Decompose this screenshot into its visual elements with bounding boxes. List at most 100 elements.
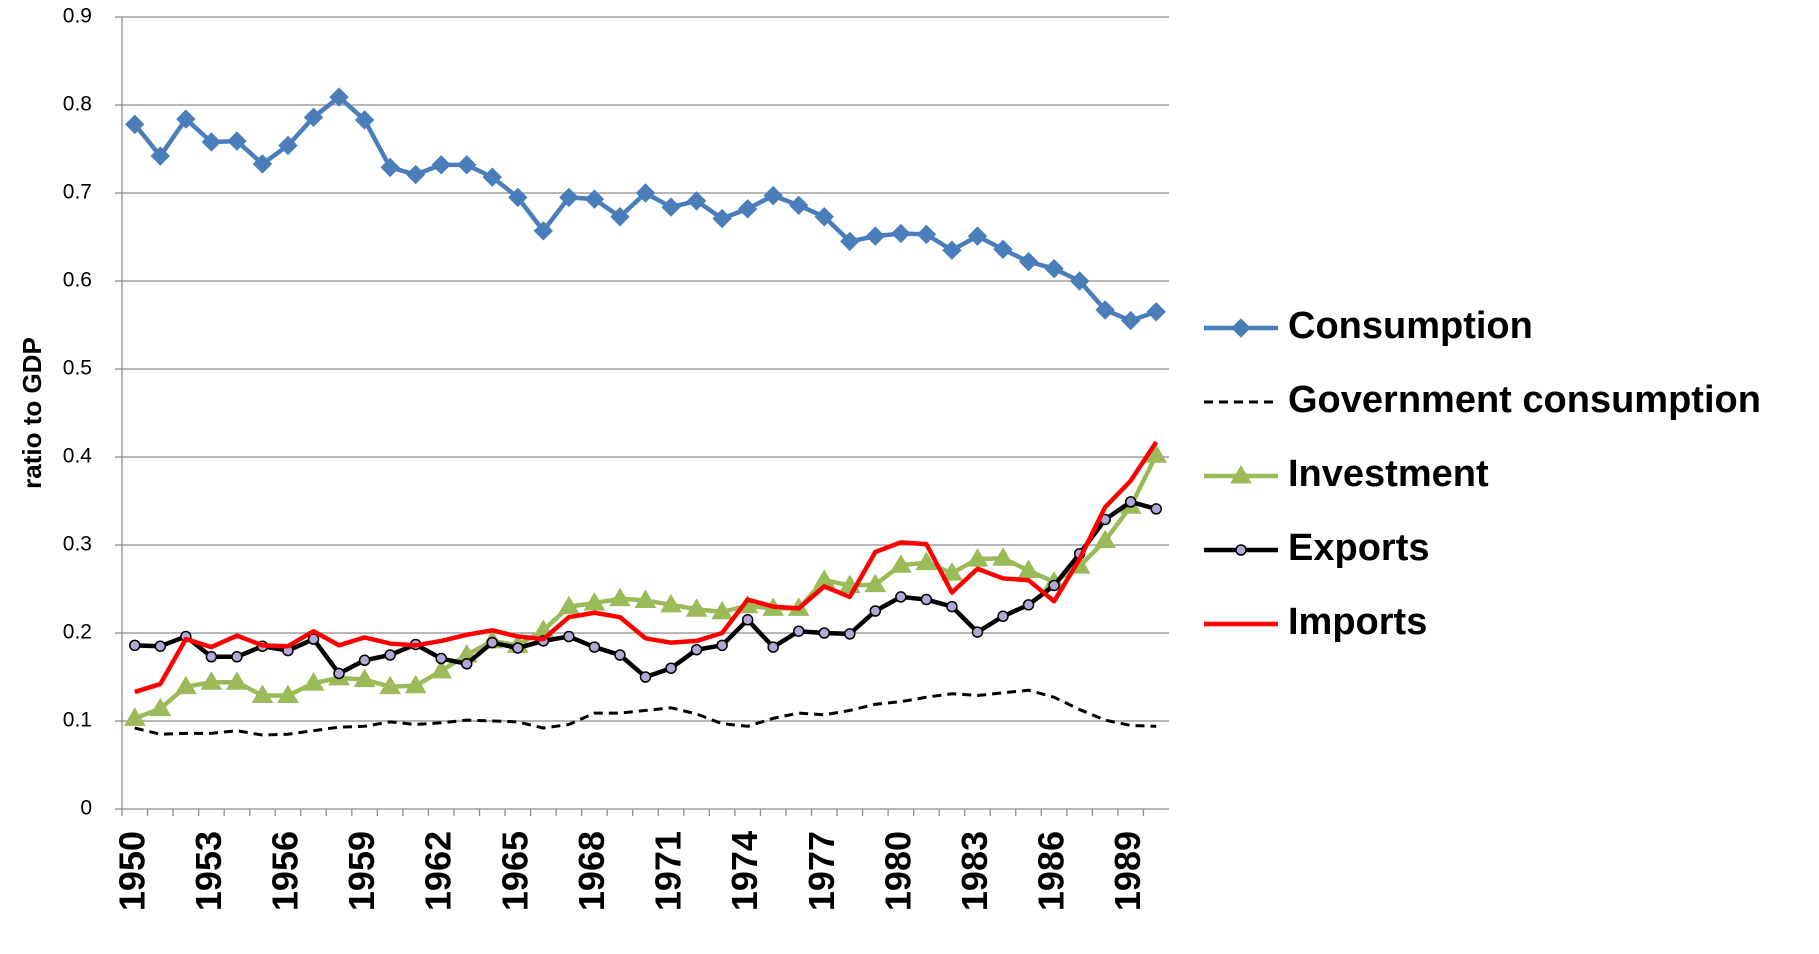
x-tick-label: 1974	[724, 831, 765, 911]
x-tick-label: 1980	[877, 831, 918, 911]
diamond-marker	[150, 146, 171, 166]
triangle-marker	[379, 675, 402, 695]
triangle-marker	[609, 587, 631, 607]
diamond-marker	[763, 185, 783, 206]
x-tick-label: 1989	[1107, 831, 1148, 911]
diamond-marker	[1120, 310, 1141, 331]
y-tick-label: 0.9	[63, 5, 92, 28]
y-tick-label: 0.6	[63, 269, 92, 292]
diamond-marker	[1146, 302, 1166, 322]
y-tick-label: 0.2	[63, 621, 92, 644]
circle-marker	[358, 654, 371, 667]
diamond-marker	[737, 199, 758, 219]
circle-marker	[129, 639, 141, 652]
circle-marker	[920, 593, 933, 606]
triangle-marker	[174, 675, 197, 695]
triangle-marker	[583, 592, 606, 611]
y-tick-label: 0.8	[63, 93, 92, 116]
circle-marker	[333, 667, 345, 680]
circle-marker	[563, 630, 575, 643]
diamond-marker	[482, 167, 502, 187]
x-tick-label: 1962	[418, 831, 459, 911]
circle-marker	[231, 651, 243, 663]
x-tick-label: 1953	[188, 831, 229, 911]
triangle-marker	[149, 697, 172, 717]
y-tick-label: 0.7	[63, 181, 92, 204]
circle-marker	[460, 658, 473, 670]
diamond-marker	[329, 87, 349, 107]
triangle-marker	[226, 671, 248, 690]
triangle-marker	[889, 554, 912, 573]
circle-marker	[716, 639, 728, 652]
x-tick-label: 1971	[648, 831, 689, 911]
diamond-marker	[916, 224, 937, 245]
legend-label: Government consumption	[1288, 379, 1761, 421]
circle-marker	[1124, 496, 1137, 508]
circle-marker	[384, 649, 396, 661]
diamond-marker	[1044, 258, 1064, 279]
y-tick-label: 0.3	[63, 533, 92, 556]
circle-marker	[486, 636, 499, 649]
circle-marker	[639, 671, 652, 683]
triangle-marker	[864, 573, 887, 593]
series-line	[134, 440, 1159, 695]
triangle-marker	[634, 589, 657, 608]
triangle-marker	[941, 562, 963, 581]
diamond-marker	[176, 109, 196, 129]
x-tick-label: 1983	[954, 831, 995, 911]
circle-marker	[205, 651, 218, 663]
diamond-marker	[891, 223, 911, 244]
x-tick-label: 1959	[341, 831, 382, 911]
diamond-marker	[840, 231, 860, 252]
diamond-marker	[125, 114, 145, 135]
triangle-marker	[966, 548, 989, 567]
diamond-marker	[559, 187, 579, 208]
triangle-marker	[277, 684, 299, 703]
circle-marker	[614, 649, 626, 661]
diamond-marker	[431, 155, 451, 175]
series-line	[134, 688, 1157, 737]
x-tick-label: 1956	[265, 831, 306, 911]
circle-marker	[869, 605, 882, 617]
diamond-marker	[201, 132, 222, 152]
diamond-marker	[789, 195, 809, 216]
circle-marker	[971, 626, 984, 638]
diamond-marker	[252, 154, 273, 174]
circle-marker	[997, 610, 1009, 623]
diamond-marker	[457, 155, 477, 175]
triangle-marker	[123, 707, 146, 726]
circle-marker	[767, 641, 779, 653]
diamond-marker	[865, 226, 886, 246]
diamond-marker	[354, 110, 375, 130]
triangle-marker	[404, 674, 427, 694]
y-axis-label: ratio to GDP	[17, 337, 47, 489]
circle-marker	[307, 633, 320, 645]
diamond-marker	[942, 240, 962, 260]
triangle-marker	[1017, 559, 1040, 579]
circle-marker	[1048, 579, 1060, 592]
circle-marker	[741, 614, 754, 626]
triangle-marker	[1230, 465, 1252, 484]
diamond-marker	[1231, 318, 1251, 338]
triangle-marker	[558, 595, 580, 615]
circle-marker	[435, 652, 447, 665]
diamond-marker	[814, 207, 834, 227]
diamond-marker	[635, 183, 656, 203]
triangle-marker	[711, 600, 733, 620]
diamond-marker	[278, 135, 298, 156]
y-tick-label: 0.5	[63, 357, 92, 380]
circle-marker	[844, 628, 856, 640]
diamond-marker	[712, 208, 732, 229]
x-tick-label: 1986	[1031, 831, 1072, 911]
diamond-marker	[405, 164, 426, 185]
triangle-marker	[302, 672, 325, 691]
diamond-marker	[303, 107, 324, 128]
diamond-marker	[610, 207, 630, 227]
diamond-marker	[227, 131, 247, 151]
legend-label: Investment	[1288, 453, 1489, 495]
series-line	[133, 94, 1157, 323]
circle-marker	[665, 662, 677, 674]
triangle-marker	[660, 593, 682, 613]
circle-marker	[1150, 503, 1162, 515]
